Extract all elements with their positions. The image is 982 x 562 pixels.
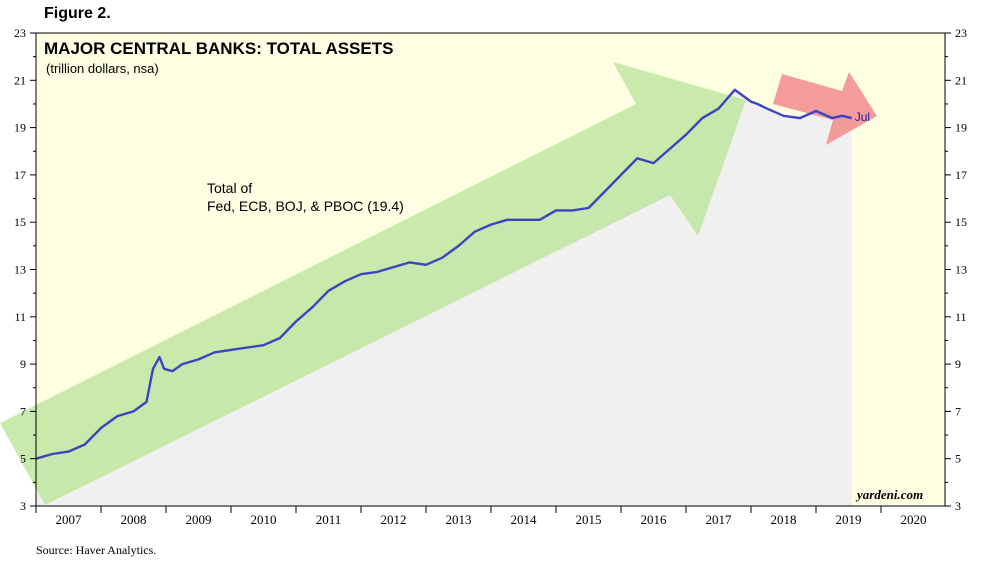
y-axis-right: 3 5 7 9 11 13 15 17 19 21 23: [945, 26, 967, 513]
y-tick-label-left: 23: [14, 26, 26, 40]
annotation-line-2: Fed, ECB, BOJ, & PBOC (19.4): [207, 198, 404, 214]
y-tick-label-right: 5: [955, 452, 961, 466]
x-tick-label: 2008: [121, 512, 147, 527]
chart-title: MAJOR CENTRAL BANKS: TOTAL ASSETS: [44, 39, 393, 58]
x-tick-label: 2018: [771, 512, 797, 527]
x-tick-label: 2017: [706, 512, 733, 527]
chart: 3 5 7 9 11 13 15 17 19 21 23 3 5 7 9 11 13 15 17 19 21 23 20…: [0, 26, 967, 527]
y-tick-label-right: 17: [955, 168, 967, 182]
credit-label: yardeni.com: [855, 487, 923, 502]
y-tick-label-left: 3: [20, 499, 26, 513]
y-tick-label-left: 21: [14, 73, 26, 87]
y-axis-left: 3 5 7 9 11 13 15 17 19 21 23: [14, 26, 36, 513]
red-trend-arrow: [773, 72, 877, 145]
y-tick-label-right: 19: [955, 121, 967, 135]
y-tick-label-left: 17: [14, 168, 26, 182]
x-tick-label: 2012: [381, 512, 407, 527]
y-tick-label-right: 13: [955, 263, 967, 277]
y-tick-label-right: 23: [955, 26, 967, 40]
y-tick-label-left: 19: [14, 121, 26, 135]
y-tick-label-right: 3: [955, 499, 961, 513]
y-tick-label-left: 7: [20, 404, 26, 418]
y-tick-label-left: 5: [20, 452, 26, 466]
series-line-total-assets: [35, 88, 852, 460]
y-tick-label-right: 15: [955, 215, 967, 229]
y-tick-label-left: 13: [14, 263, 26, 277]
y-tick-label-left: 9: [20, 357, 26, 371]
x-tick-label: 2007: [56, 512, 83, 527]
y-tick-label-right: 7: [955, 404, 961, 418]
x-axis: 2007 2008 2009 2010 2011 2012 2013 2014 2015 2016…: [35, 506, 927, 527]
figure-label: Figure 2.: [44, 5, 111, 22]
x-tick-label: 2009: [186, 512, 212, 527]
end-label: Jul: [855, 110, 870, 124]
x-tick-label: 2013: [446, 512, 472, 527]
x-tick-label: 2014: [511, 512, 538, 527]
x-tick-label: 2016: [641, 512, 668, 527]
x-tick-label: 2019: [836, 512, 862, 527]
x-tick-label: 2011: [316, 512, 342, 527]
x-tick-label: 2010: [251, 512, 277, 527]
source-note: Source: Haver Analytics.: [36, 543, 157, 557]
y-tick-label-right: 11: [955, 310, 967, 324]
green-trend-arrow: [0, 62, 746, 505]
y-tick-label-left: 15: [14, 215, 26, 229]
y-tick-label-right: 21: [955, 73, 967, 87]
x-tick-label: 2015: [576, 512, 602, 527]
y-tick-label-left: 11: [14, 310, 26, 324]
y-tick-label-right: 9: [955, 357, 961, 371]
annotation-line-1: Total of: [207, 180, 252, 196]
chart-subtitle: (trillion dollars, nsa): [46, 61, 159, 76]
x-tick-label: 2020: [901, 512, 927, 527]
